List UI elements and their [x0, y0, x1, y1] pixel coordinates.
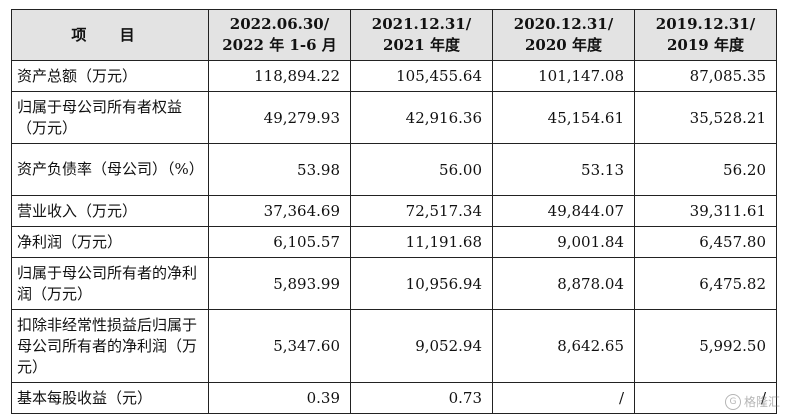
- row-label: 扣除非经常性损益后归属于母公司所有者的净利润（万元）: [11, 309, 209, 383]
- watermark-logo-icon: G: [724, 393, 741, 410]
- watermark: G 格隆汇: [724, 393, 780, 410]
- cell-value: 9,052.94: [350, 309, 493, 383]
- financial-summary-table: 项 目 2022.06.30/2022 年 1-6 月 2021.12.31/2…: [11, 9, 777, 414]
- cell-value: 10,956.94: [350, 257, 493, 310]
- header-row: 项 目 2022.06.30/2022 年 1-6 月 2021.12.31/2…: [11, 9, 777, 61]
- row-label: 归属于母公司所有者的净利润（万元）: [11, 257, 209, 310]
- cell-value: 53.13: [492, 143, 635, 196]
- table-row: 扣除非经常性损益后归属于母公司所有者的净利润（万元） 5,347.60 9,05…: [11, 309, 777, 383]
- cell-value: 118,894.22: [208, 60, 351, 92]
- cell-value: /: [492, 382, 635, 414]
- table-row: 归属于母公司所有者权益（万元） 49,279.93 42,916.36 45,1…: [11, 91, 777, 144]
- cell-value: 45,154.61: [492, 91, 635, 144]
- cell-value: /: [634, 382, 777, 414]
- cell-value: 56.00: [350, 143, 493, 196]
- cell-value: 56.20: [634, 143, 777, 196]
- table-row: 资产负债率（母公司）（%） 53.98 56.00 53.13 56.20: [11, 143, 777, 196]
- cell-value: 6,105.57: [208, 226, 351, 258]
- table-row: 资产总额（万元） 118,894.22 105,455.64 101,147.0…: [11, 60, 777, 92]
- table-row: 净利润（万元） 6,105.57 11,191.68 9,001.84 6,45…: [11, 226, 777, 258]
- cell-value: 49,279.93: [208, 91, 351, 144]
- cell-value: 37,364.69: [208, 195, 351, 227]
- cell-value: 0.73: [350, 382, 493, 414]
- row-label: 基本每股收益（元）: [11, 382, 209, 414]
- row-label: 营业收入（万元）: [11, 195, 209, 227]
- row-label: 归属于母公司所有者权益（万元）: [11, 91, 209, 144]
- table-row: 基本每股收益（元） 0.39 0.73 / /: [11, 382, 777, 414]
- cell-value: 8,878.04: [492, 257, 635, 310]
- header-col-2022: 2022.06.30/2022 年 1-6 月: [208, 9, 351, 61]
- cell-value: 11,191.68: [350, 226, 493, 258]
- row-label: 净利润（万元）: [11, 226, 209, 258]
- table-row: 归属于母公司所有者的净利润（万元） 5,893.99 10,956.94 8,8…: [11, 257, 777, 310]
- cell-value: 101,147.08: [492, 60, 635, 92]
- cell-value: 53.98: [208, 143, 351, 196]
- header-item: 项 目: [11, 9, 209, 61]
- cell-value: 105,455.64: [350, 60, 493, 92]
- cell-value: 5,893.99: [208, 257, 351, 310]
- table-row: 营业收入（万元） 37,364.69 72,517.34 49,844.07 3…: [11, 195, 777, 227]
- cell-value: 42,916.36: [350, 91, 493, 144]
- row-label: 资产负债率（母公司）（%）: [11, 143, 209, 196]
- cell-value: 5,992.50: [634, 309, 777, 383]
- cell-value: 8,642.65: [492, 309, 635, 383]
- cell-value: 72,517.34: [350, 195, 493, 227]
- cell-value: 35,528.21: [634, 91, 777, 144]
- cell-value: 9,001.84: [492, 226, 635, 258]
- cell-value: 0.39: [208, 382, 351, 414]
- cell-value: 39,311.61: [634, 195, 777, 227]
- row-label: 资产总额（万元）: [11, 60, 209, 92]
- cell-value: 87,085.35: [634, 60, 777, 92]
- cell-value: 49,844.07: [492, 195, 635, 227]
- header-col-2019: 2019.12.31/2019 年度: [634, 9, 777, 61]
- cell-value: 6,475.82: [634, 257, 777, 310]
- cell-value: 5,347.60: [208, 309, 351, 383]
- cell-value: 6,457.80: [634, 226, 777, 258]
- watermark-text: 格隆汇: [743, 395, 780, 409]
- header-col-2021: 2021.12.31/2021 年度: [350, 9, 493, 61]
- header-col-2020: 2020.12.31/2020 年度: [492, 9, 635, 61]
